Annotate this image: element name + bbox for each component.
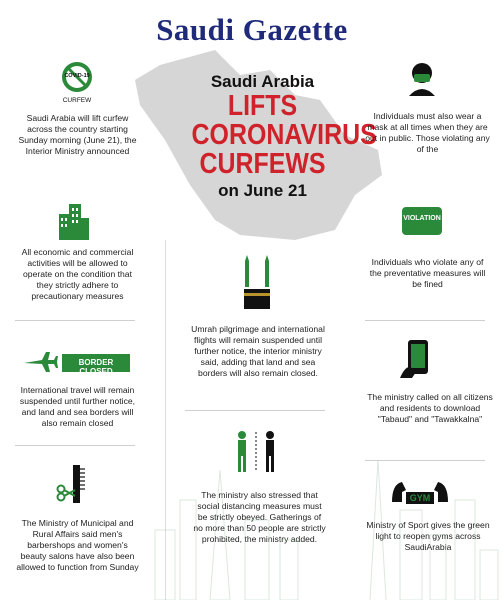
hero-title: Saudi Arabia LIFTS CORONAVIRUS CURFEWS o… (180, 72, 377, 201)
divider (15, 320, 135, 321)
fined-text: Individuals who violate any of the preve… (369, 257, 486, 289)
distancing-text: The ministry also stressed that social d… (193, 490, 326, 544)
kaaba-icon (244, 255, 270, 309)
city-skyline-illustration (154, 459, 499, 600)
saudi-map-silhouette (135, 50, 382, 240)
divider (185, 410, 325, 411)
border-closed-icon (24, 352, 130, 372)
smartphone-app-icon (400, 340, 428, 378)
face-mask-icon (409, 63, 435, 96)
violation-stamp-icon (402, 207, 442, 235)
umrah-text: Umrah pilgrimage and international fligh… (191, 324, 325, 378)
gyms-text: Ministry of Sport gives the green light … (366, 520, 490, 552)
column-divider-left (165, 240, 166, 600)
divider (15, 445, 135, 446)
mask-text: Individuals must also wear a mask at all… (365, 111, 490, 154)
hero-country: Saudi Arabia (210, 72, 315, 91)
masthead-title: Saudi Gazette (156, 12, 348, 47)
gym-icon (392, 482, 448, 504)
divider (365, 320, 485, 321)
curfew-icon-caption: CURFEW (62, 97, 92, 104)
hero-coronavirus: CORONAVIRUS (191, 119, 377, 151)
barber-tools-icon (56, 465, 85, 503)
barbers-text: The Ministry of Municipal and Rural Affa… (16, 518, 139, 572)
economic-text: All economic and commercial activities w… (21, 247, 134, 301)
hero-lifts: LIFTS (227, 90, 298, 122)
border-closed-label: BORDER CLOSED (78, 358, 114, 376)
violation-label: VIOLATION (403, 215, 441, 222)
curfew-icon (62, 62, 92, 92)
gym-label: GYM (409, 493, 431, 503)
curfew-icon-label: COVID-19 (64, 73, 90, 79)
hero-curfews: CURFEWS (199, 148, 326, 180)
divider (365, 460, 485, 461)
buildings-icon (59, 204, 89, 240)
social-distancing-icon (238, 431, 274, 472)
curfew-text: Saudi Arabia will lift curfew across the… (18, 113, 137, 156)
hero-date: on June 21 (218, 181, 307, 200)
travel-text: International travel will remain suspend… (19, 385, 136, 428)
apps-text: The ministry called on all citizens and … (367, 392, 493, 424)
